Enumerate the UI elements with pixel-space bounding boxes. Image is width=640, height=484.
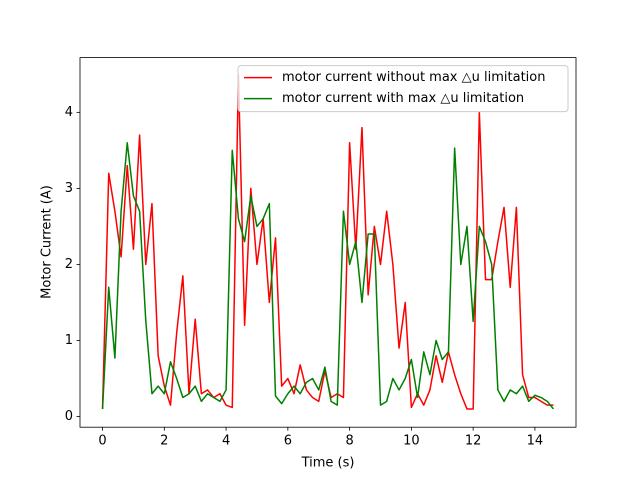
y-tick-label: 4: [65, 105, 73, 120]
x-tick-label: 12: [465, 434, 482, 449]
legend-label: motor current with max △u limitation: [282, 91, 524, 106]
y-axis-label: Motor Current (A): [40, 185, 55, 299]
legend-label: motor current without max △u limitation: [282, 70, 545, 85]
legend-box: [237, 65, 569, 113]
x-tick-label: 6: [284, 434, 292, 449]
y-tick-label: 1: [65, 333, 73, 348]
y-tick-label: 0: [65, 409, 73, 424]
x-tick-label: 14: [527, 434, 544, 449]
y-tick-label: 2: [65, 257, 73, 272]
series-line: [101, 142, 555, 410]
y-tick-label: 3: [65, 181, 73, 196]
x-axis-label: Time (s): [301, 456, 355, 471]
plot-frame: [79, 57, 577, 428]
x-tick-label: 2: [160, 434, 168, 449]
x-tick-label: 0: [98, 434, 106, 449]
x-tick-label: 10: [403, 434, 420, 449]
x-tick-label: 4: [222, 434, 230, 449]
x-tick-label: 8: [345, 434, 353, 449]
